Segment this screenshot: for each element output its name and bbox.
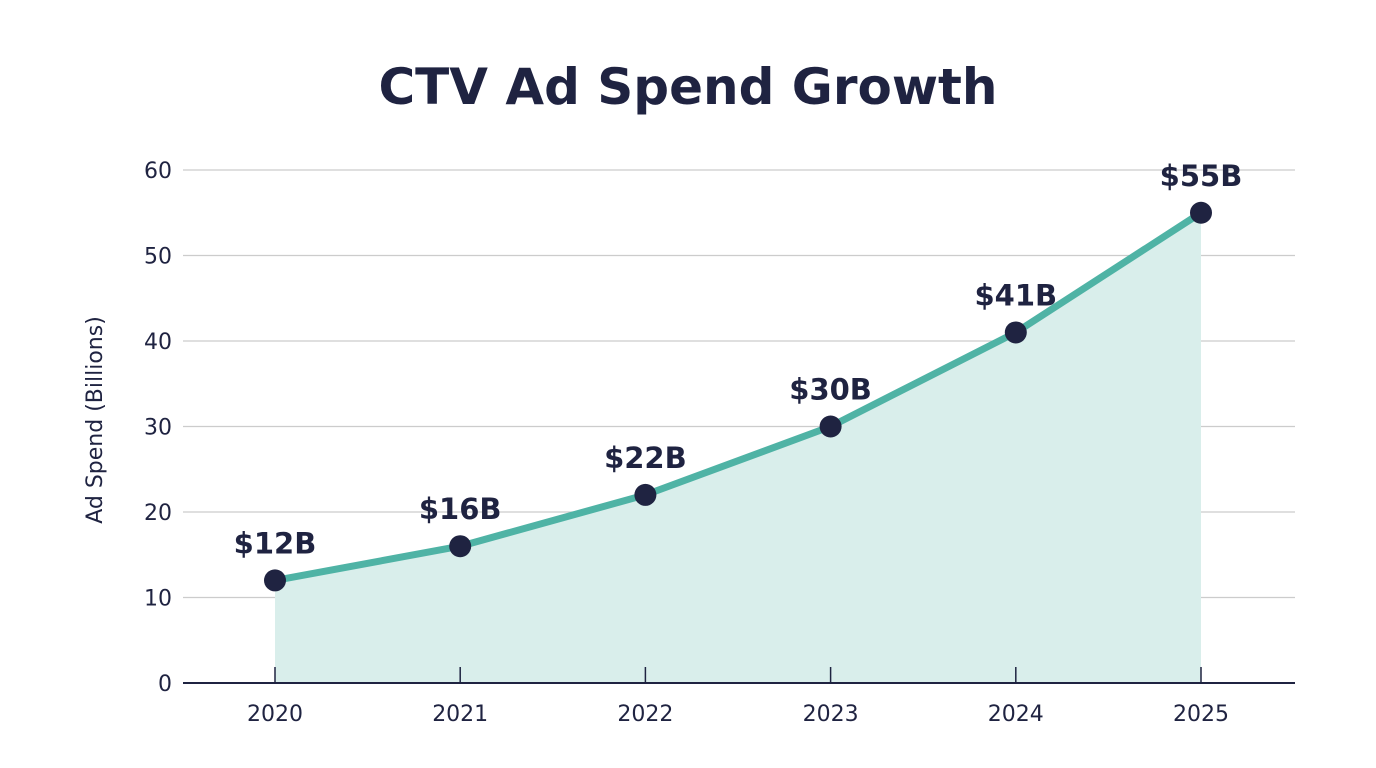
x-tick-label: 2024 bbox=[988, 702, 1044, 727]
data-label: $12B bbox=[234, 526, 317, 560]
series-line bbox=[271, 209, 1205, 584]
data-point bbox=[1004, 321, 1027, 344]
data-point bbox=[634, 483, 657, 506]
data-label: $30B bbox=[789, 373, 872, 407]
area-fill bbox=[275, 212, 1201, 683]
data-point bbox=[819, 415, 842, 438]
chart-title: CTV Ad Spend Growth bbox=[378, 58, 997, 116]
x-tick-label: 2022 bbox=[617, 702, 673, 727]
y-tick-label: 40 bbox=[144, 330, 172, 355]
y-tick-label: 10 bbox=[144, 587, 172, 612]
y-tick-label: 30 bbox=[144, 416, 172, 441]
y-tick-label: 50 bbox=[144, 245, 172, 270]
data-point bbox=[1190, 201, 1212, 224]
data-label: $22B bbox=[604, 441, 687, 475]
y-tick-label: 20 bbox=[144, 501, 172, 526]
y-axis-label: Ad Spend (Billions) bbox=[83, 316, 108, 524]
y-tick-label: 0 bbox=[158, 672, 172, 697]
y-tick-label: 60 bbox=[144, 159, 172, 184]
data-label: $16B bbox=[419, 492, 502, 526]
data-point bbox=[449, 535, 472, 558]
x-tick-label: 2021 bbox=[432, 702, 488, 727]
x-tick-label: 2023 bbox=[803, 702, 859, 727]
data-label: $41B bbox=[974, 278, 1057, 312]
data-label: $55B bbox=[1160, 159, 1243, 193]
x-tick-label: 2020 bbox=[247, 702, 303, 727]
x-tick-label: 2025 bbox=[1173, 702, 1229, 727]
data-point bbox=[264, 569, 286, 592]
